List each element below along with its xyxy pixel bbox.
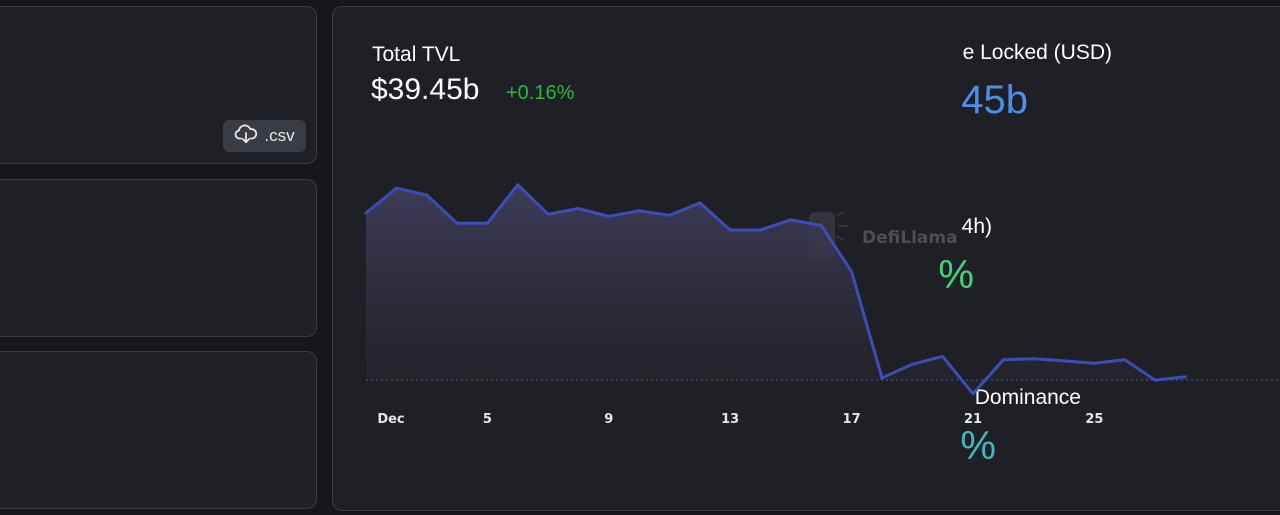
x-tick-label: 21 <box>964 412 982 427</box>
data-point <box>516 183 520 187</box>
data-point <box>637 209 641 213</box>
x-tick-label: 5 <box>483 412 492 427</box>
x-tick-label: 17 <box>843 412 861 427</box>
data-point <box>1062 359 1066 363</box>
data-point <box>425 193 429 197</box>
change-stat-card <box>0 179 317 337</box>
tvl-area-fill <box>366 184 1186 394</box>
cloud-download-icon <box>234 124 258 149</box>
tvl-line <box>365 183 1186 396</box>
change-value: % <box>938 253 974 297</box>
chart-tvl-change: +0.16% <box>506 82 575 104</box>
data-point <box>1153 378 1157 382</box>
data-point <box>789 218 793 222</box>
data-point <box>1001 358 1005 362</box>
x-tick-label: 25 <box>1085 412 1103 427</box>
data-point <box>759 228 763 232</box>
change-label: 4h) <box>961 215 992 238</box>
data-point <box>941 354 945 358</box>
data-point <box>910 362 914 366</box>
data-point <box>819 223 823 227</box>
data-point <box>364 211 368 215</box>
data-point <box>1032 357 1036 361</box>
data-point <box>1183 375 1187 379</box>
watermark-text: DefiLlama <box>862 228 958 248</box>
data-point <box>728 228 732 232</box>
data-point <box>576 207 580 211</box>
tvl-value: 45b <box>961 78 1028 122</box>
data-point <box>455 221 459 225</box>
data-point <box>485 221 489 225</box>
x-tick-label: 13 <box>721 412 739 427</box>
download-csv-button[interactable]: .csv <box>223 120 306 152</box>
dominance-value: % <box>960 424 996 468</box>
data-point <box>546 212 550 216</box>
csv-button-label: .csv <box>264 126 295 145</box>
data-point <box>668 213 671 217</box>
x-tick-label: Dec <box>377 412 404 427</box>
data-point <box>607 214 611 218</box>
dominance-stat-card <box>0 351 317 509</box>
data-point <box>1123 358 1127 362</box>
data-point <box>880 376 884 380</box>
data-point <box>698 201 702 205</box>
data-point <box>971 392 975 396</box>
chart-title: Total TVL <box>372 43 461 66</box>
dominance-label: Dominance <box>974 386 1081 409</box>
data-point <box>850 270 854 274</box>
data-point <box>1092 361 1096 365</box>
data-point <box>394 186 398 190</box>
x-tick-label: 9 <box>604 412 613 427</box>
tvl-label: e Locked (USD) <box>962 41 1112 64</box>
chart-tvl-value: $39.45b <box>371 73 480 106</box>
